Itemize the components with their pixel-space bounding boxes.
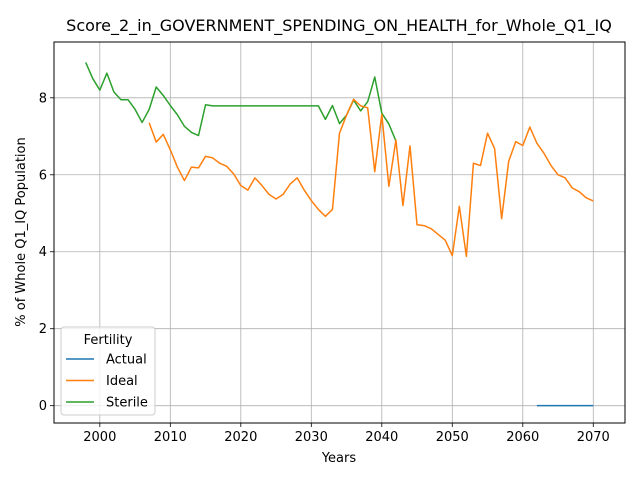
y-tick-label: 2 [39,322,47,337]
y-tick-label: 0 [39,399,47,414]
y-tick-label: 8 [39,91,47,106]
y-axis-ticks: 0 2 4 6 8 [39,91,54,414]
x-axis-title: Years [321,451,357,466]
x-tick-label: 2070 [577,430,610,445]
chart-title: Score_2_in_GOVERNMENT_SPENDING_ON_HEALTH… [66,16,612,36]
legend-label-actual: Actual [106,353,147,368]
y-tick-label: 4 [39,245,47,260]
plot-frame [53,41,626,424]
x-tick-label: 2060 [506,430,539,445]
y-axis-title: % of Whole Q1_IQ Population [14,137,29,326]
legend-label-ideal: Ideal [106,374,138,389]
x-tick-label: 2020 [224,430,257,445]
x-axis-ticks: 2000 2010 2020 2030 2040 2050 2060 2070 [83,423,610,445]
x-tick-label: 2000 [83,430,116,445]
legend: Fertility Actual Ideal Sterile [60,326,156,416]
x-tick-label: 2030 [295,430,328,445]
x-tick-label: 2040 [365,430,398,445]
series-line-ideal [148,98,594,258]
y-tick-label: 6 [39,168,47,183]
legend-label-sterile: Sterile [106,396,148,411]
series-line-sterile [85,62,397,142]
x-tick-label: 2050 [436,430,469,445]
x-tick-label: 2010 [154,430,187,445]
legend-title: Fertility [84,333,133,348]
plot-series [85,62,594,407]
legend-entries: Actual Ideal Sterile [66,353,148,411]
legend-box [60,326,156,416]
grid-lines [54,42,625,423]
